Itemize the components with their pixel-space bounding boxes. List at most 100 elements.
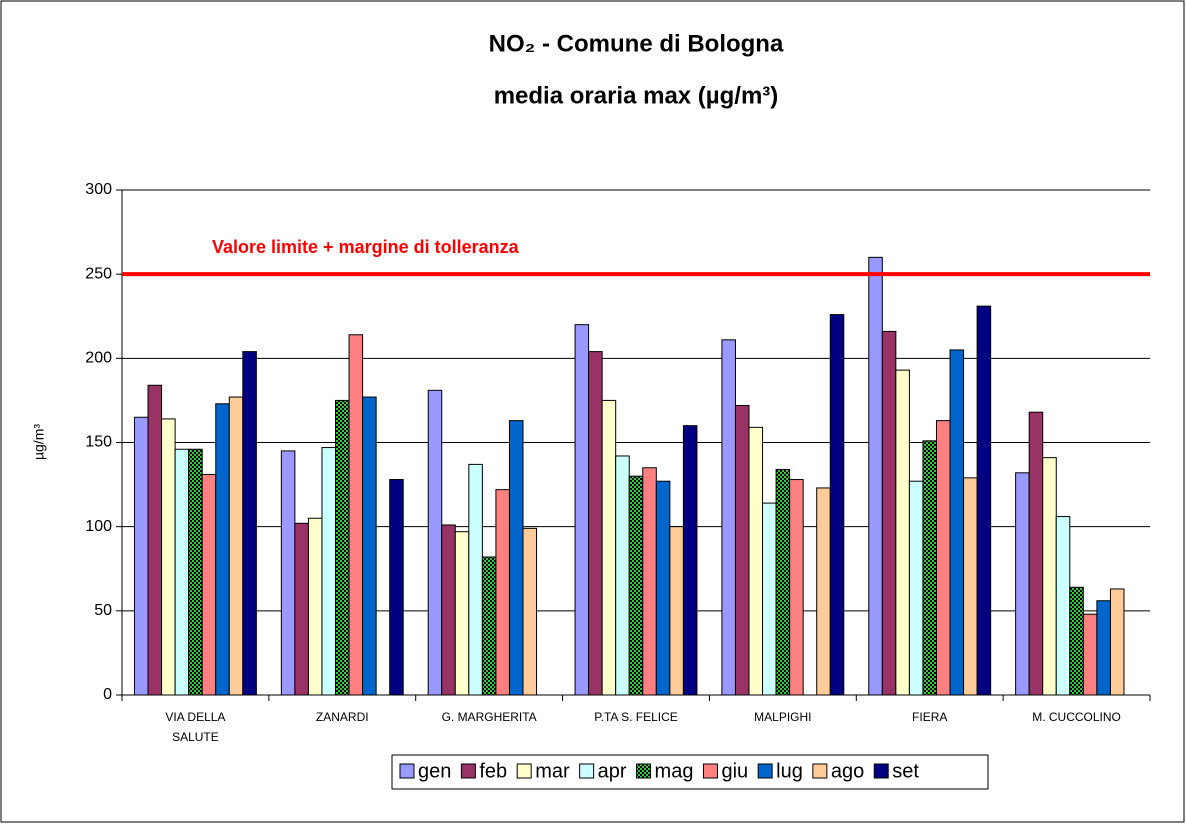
bar (228, 396, 244, 696)
bar (682, 425, 698, 696)
bar (1069, 586, 1084, 696)
bar (922, 440, 937, 696)
bar (1082, 613, 1098, 696)
legend-label: ago (831, 760, 864, 782)
y-tick-label: 100 (85, 518, 112, 535)
bar (628, 475, 644, 696)
bar (935, 420, 951, 696)
legend-swatch (399, 763, 415, 779)
bar (468, 463, 483, 696)
bar (588, 351, 603, 696)
bar (335, 399, 350, 696)
bar (427, 389, 443, 696)
x-tick-label: P.TA S. FELICE (594, 710, 678, 724)
legend-swatch (757, 763, 773, 779)
threshold-label: Valore limite + margine di tolleranza (212, 237, 520, 257)
bar (362, 396, 377, 696)
y-tick-label: 50 (94, 602, 112, 619)
bar (868, 256, 883, 696)
legend-label: lug (776, 760, 803, 782)
y-tick-label: 200 (85, 350, 112, 367)
y-tick-label: 0 (103, 686, 112, 703)
x-tick-label: MALPIGHI (754, 710, 812, 724)
bar (1015, 472, 1030, 696)
y-axis-label: µg/m³ (31, 424, 47, 460)
legend-label: giu (721, 760, 748, 782)
legend-swatch (516, 763, 532, 779)
bar (881, 330, 897, 696)
legend-label: apr (598, 760, 627, 782)
chart-title: NO₂ - Comune di Bologna (489, 30, 784, 57)
bar (348, 334, 364, 696)
legend-label: mar (535, 760, 570, 782)
bar (642, 467, 657, 696)
bar (1109, 588, 1125, 696)
x-tick-label-box: VIA DELLA SALUTE (165, 710, 226, 744)
bar (1028, 411, 1044, 696)
bar (522, 527, 538, 696)
bar (963, 477, 978, 696)
legend-label: set (892, 760, 919, 782)
bar (495, 489, 510, 696)
bar (389, 479, 404, 696)
bar (816, 487, 831, 696)
x-tick-label: FIERA (912, 710, 948, 724)
y-tick-label: 150 (85, 434, 112, 451)
bar (615, 455, 630, 696)
bar (655, 480, 671, 696)
bar (481, 556, 497, 696)
bar (949, 349, 965, 696)
chart-subtitle: media oraria max (µg/m³) (494, 82, 779, 109)
legend-swatch (579, 763, 595, 779)
bar (307, 517, 323, 696)
legend-swatch (873, 763, 889, 779)
bar (574, 324, 590, 696)
x-tick-label: ZANARDI (315, 710, 369, 724)
bar (188, 448, 203, 696)
bar (721, 339, 736, 696)
bar (133, 416, 149, 696)
bar (174, 448, 190, 696)
bar (201, 473, 217, 696)
bar (762, 502, 777, 696)
bar (976, 305, 992, 696)
legend-label: mag (655, 760, 694, 782)
bar (454, 531, 470, 696)
bar (508, 420, 524, 696)
x-tick-label-box: MALPIGHI (754, 710, 812, 724)
legend-swatch (636, 763, 652, 779)
legend-label: gen (418, 760, 451, 782)
bar (242, 351, 257, 696)
bar (147, 384, 163, 696)
bar (748, 426, 764, 696)
x-tick-label-box: FIERA (912, 710, 948, 724)
bar (669, 526, 684, 696)
bar (734, 404, 750, 696)
x-tick-label-box: M. CUCCOLINO (1032, 710, 1121, 724)
x-tick-label: VIA DELLA SALUTE (165, 710, 226, 744)
x-tick-label: G. MARGHERITA (441, 710, 537, 724)
legend-label: feb (479, 760, 507, 782)
x-tick-label-box: ZANARDI (315, 710, 369, 724)
bar (280, 450, 296, 696)
bar (775, 468, 791, 696)
y-tick-label: 300 (85, 181, 112, 198)
y-tick-label: 250 (85, 265, 112, 282)
bar (908, 480, 924, 696)
x-tick-label-box: P.TA S. FELICE (594, 710, 678, 724)
bar (215, 403, 230, 696)
bar (829, 314, 845, 696)
x-tick-label-box: G. MARGHERITA (441, 710, 537, 724)
bar (789, 479, 804, 696)
legend-swatch (702, 763, 718, 779)
legend-swatch (460, 763, 476, 779)
bar (321, 447, 337, 696)
bar (294, 522, 309, 696)
bar (601, 399, 617, 696)
legend-swatch (812, 763, 828, 779)
bar (1096, 600, 1111, 696)
bar (895, 369, 910, 696)
bar (441, 524, 456, 696)
bar (161, 418, 176, 696)
